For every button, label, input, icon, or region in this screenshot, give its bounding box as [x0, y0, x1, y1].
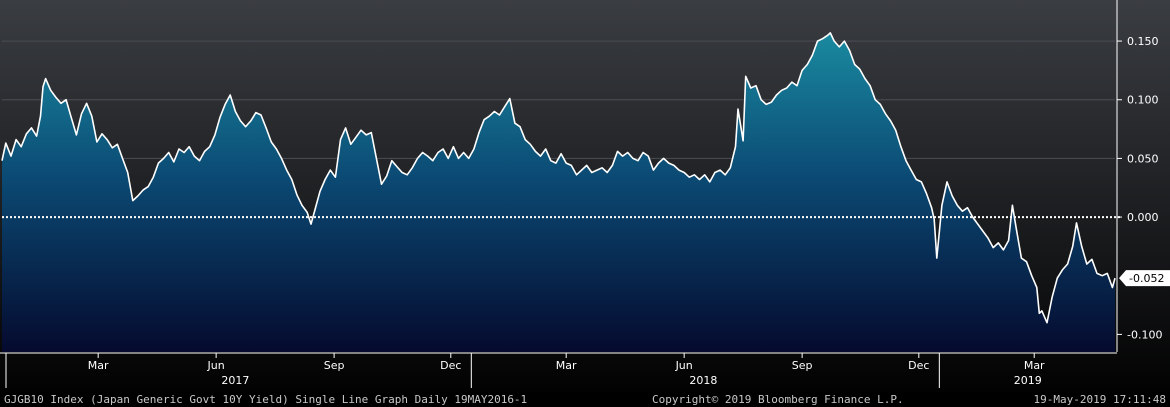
x-year-label: 2019 — [1014, 374, 1042, 387]
x-tick-label: Mar — [1024, 359, 1045, 372]
last-value-label: -0.052 — [1129, 272, 1164, 285]
y-tick-label: -0.100 — [1127, 328, 1162, 341]
footer-description: GJGB10 Index (Japan Generic Govt 10Y Yie… — [4, 393, 527, 406]
y-axis: 0.150 0.100 0.050 0.000 -0.100 — [1116, 0, 1162, 352]
x-tick-label: Jun — [207, 359, 225, 372]
x-year-label: 2017 — [221, 374, 249, 387]
last-value-marker: -0.052 — [1119, 270, 1170, 287]
x-tick-label: Jun — [675, 359, 693, 372]
x-tick-label: Sep — [324, 359, 345, 372]
series-line — [1, 32, 1116, 324]
last-value-box — [1119, 270, 1170, 287]
footer-band — [0, 392, 1170, 407]
y-tick-label: 0.050 — [1127, 152, 1159, 165]
x-year-label: 2018 — [689, 374, 717, 387]
footer-timestamp: 19-May-2019 17:11:48 — [1034, 393, 1166, 406]
x-tick-label: Mar — [88, 359, 109, 372]
x-tick-label: Mar — [556, 359, 577, 372]
x-tick-label: Dec — [440, 359, 461, 372]
x-tick-label: Dec — [908, 359, 929, 372]
footer-copyright: Copyright© 2019 Bloomberg Finance L.P. — [652, 393, 904, 406]
y-tick-label: 0.150 — [1127, 35, 1159, 48]
y-tick-label: 0.000 — [1127, 211, 1159, 224]
x-axis: Mar Jun Sep Dec Mar Jun Sep Dec Mar 2017 2018 2019 — [0, 352, 1117, 388]
y-tick-label: 0.100 — [1127, 94, 1159, 107]
x-tick-label: Sep — [792, 359, 813, 372]
series-area — [2, 32, 1115, 353]
